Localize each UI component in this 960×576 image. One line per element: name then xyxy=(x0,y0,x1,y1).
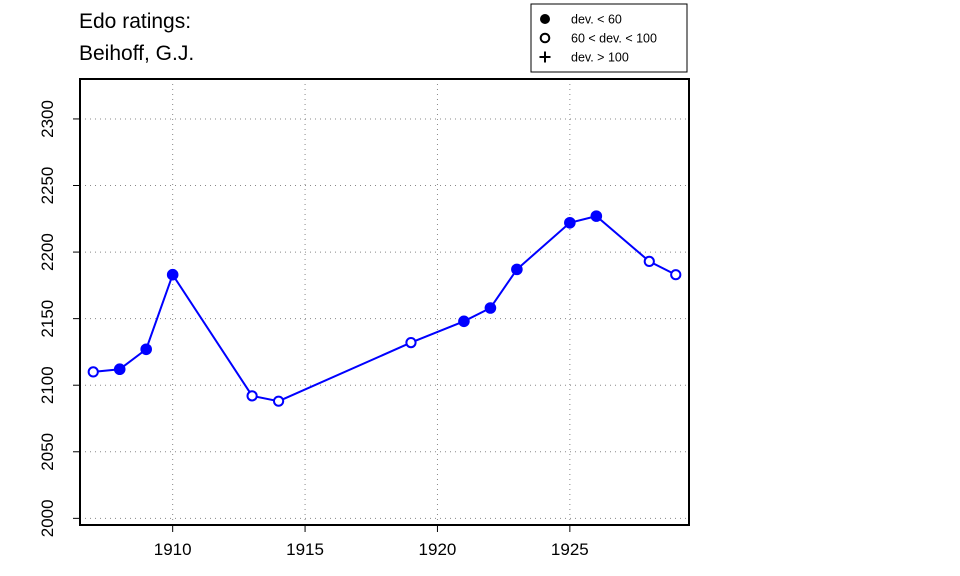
data-point-open xyxy=(670,269,682,281)
y-tick-label: 2200 xyxy=(38,233,57,271)
x-tick-label: 1915 xyxy=(286,540,324,559)
data-point-filled xyxy=(458,315,470,328)
data-point-filled xyxy=(590,210,603,222)
y-tick-label: 2300 xyxy=(38,100,57,138)
data-point-open xyxy=(643,255,655,267)
legend-box xyxy=(530,3,688,73)
series-line xyxy=(93,215,677,403)
data-point-filled xyxy=(564,216,576,229)
legend-label: dev. < 60 xyxy=(571,13,622,27)
data-point-open xyxy=(272,395,285,407)
legend-plus-icon xyxy=(539,51,551,63)
legend-label: 60 < dev. < 100 xyxy=(571,32,657,46)
chart-title-line-1: Edo ratings: xyxy=(79,10,191,33)
data-point-open xyxy=(405,337,417,349)
plot-frame xyxy=(79,78,690,526)
x-tick-label: 1920 xyxy=(419,540,457,559)
data-point-open xyxy=(246,390,258,402)
rating-series xyxy=(87,210,682,407)
y-tick-label: 2000 xyxy=(38,499,57,537)
y-tick-label: 2050 xyxy=(38,433,57,471)
legend-filled-circle-icon xyxy=(540,14,550,24)
data-point-filled xyxy=(113,363,126,376)
legend: dev. < 60 60 < dev. < 100 dev. > 100 xyxy=(530,3,688,73)
legend-label: dev. > 100 xyxy=(571,51,629,65)
data-point-filled xyxy=(166,268,179,281)
data-point-filled xyxy=(511,263,523,276)
y-tick-label: 2100 xyxy=(38,366,57,404)
x-tick-label: 1925 xyxy=(551,540,589,559)
data-point-filled xyxy=(484,302,497,314)
x-tick-label: 1910 xyxy=(154,540,192,559)
data-point-filled xyxy=(140,343,152,356)
legend-open-circle-icon xyxy=(539,32,551,44)
grid-lines xyxy=(80,79,689,525)
y-tick-label: 2250 xyxy=(38,167,57,205)
chart-title-line-2: Beihoff, G.J. xyxy=(79,42,194,65)
data-point-open xyxy=(87,366,99,378)
axes: 1910 1915 1920 1925 2000 2050 2100 2150 2200 2250… xyxy=(38,100,589,559)
y-tick-label: 2150 xyxy=(38,300,57,338)
